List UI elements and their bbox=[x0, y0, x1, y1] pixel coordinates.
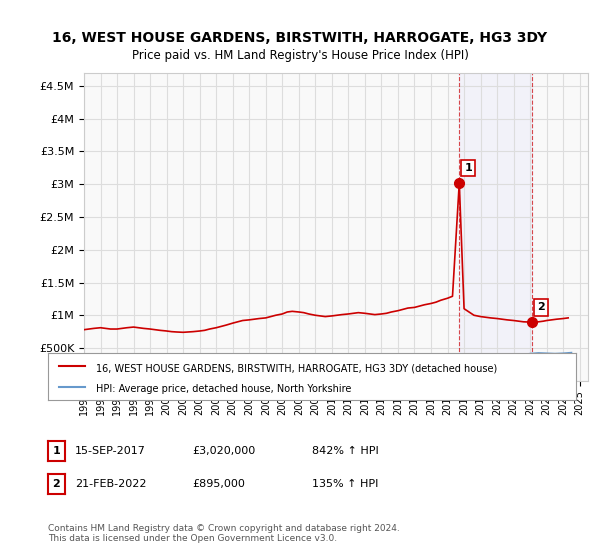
Text: HPI: Average price, detached house, North Yorkshire: HPI: Average price, detached house, Nort… bbox=[95, 384, 351, 394]
Text: Contains HM Land Registry data © Crown copyright and database right 2024.
This d: Contains HM Land Registry data © Crown c… bbox=[48, 524, 400, 543]
Text: Price paid vs. HM Land Registry's House Price Index (HPI): Price paid vs. HM Land Registry's House … bbox=[131, 49, 469, 62]
Text: 1: 1 bbox=[53, 446, 60, 456]
Text: 16, WEST HOUSE GARDENS, BIRSTWITH, HARROGATE, HG3 3DY (detached house): 16, WEST HOUSE GARDENS, BIRSTWITH, HARRO… bbox=[95, 363, 497, 373]
Text: 16, WEST HOUSE GARDENS, BIRSTWITH, HARROGATE, HG3 3DY: 16, WEST HOUSE GARDENS, BIRSTWITH, HARRO… bbox=[52, 31, 548, 45]
Text: £3,020,000: £3,020,000 bbox=[192, 446, 255, 456]
Text: 2: 2 bbox=[53, 479, 60, 489]
Text: 1: 1 bbox=[464, 163, 472, 173]
Text: 842% ↑ HPI: 842% ↑ HPI bbox=[312, 446, 379, 456]
Text: £895,000: £895,000 bbox=[192, 479, 245, 489]
Text: 2: 2 bbox=[537, 302, 545, 312]
Text: 21-FEB-2022: 21-FEB-2022 bbox=[75, 479, 146, 489]
Bar bbox=[459, 73, 532, 381]
Text: 135% ↑ HPI: 135% ↑ HPI bbox=[312, 479, 379, 489]
Text: 15-SEP-2017: 15-SEP-2017 bbox=[75, 446, 146, 456]
